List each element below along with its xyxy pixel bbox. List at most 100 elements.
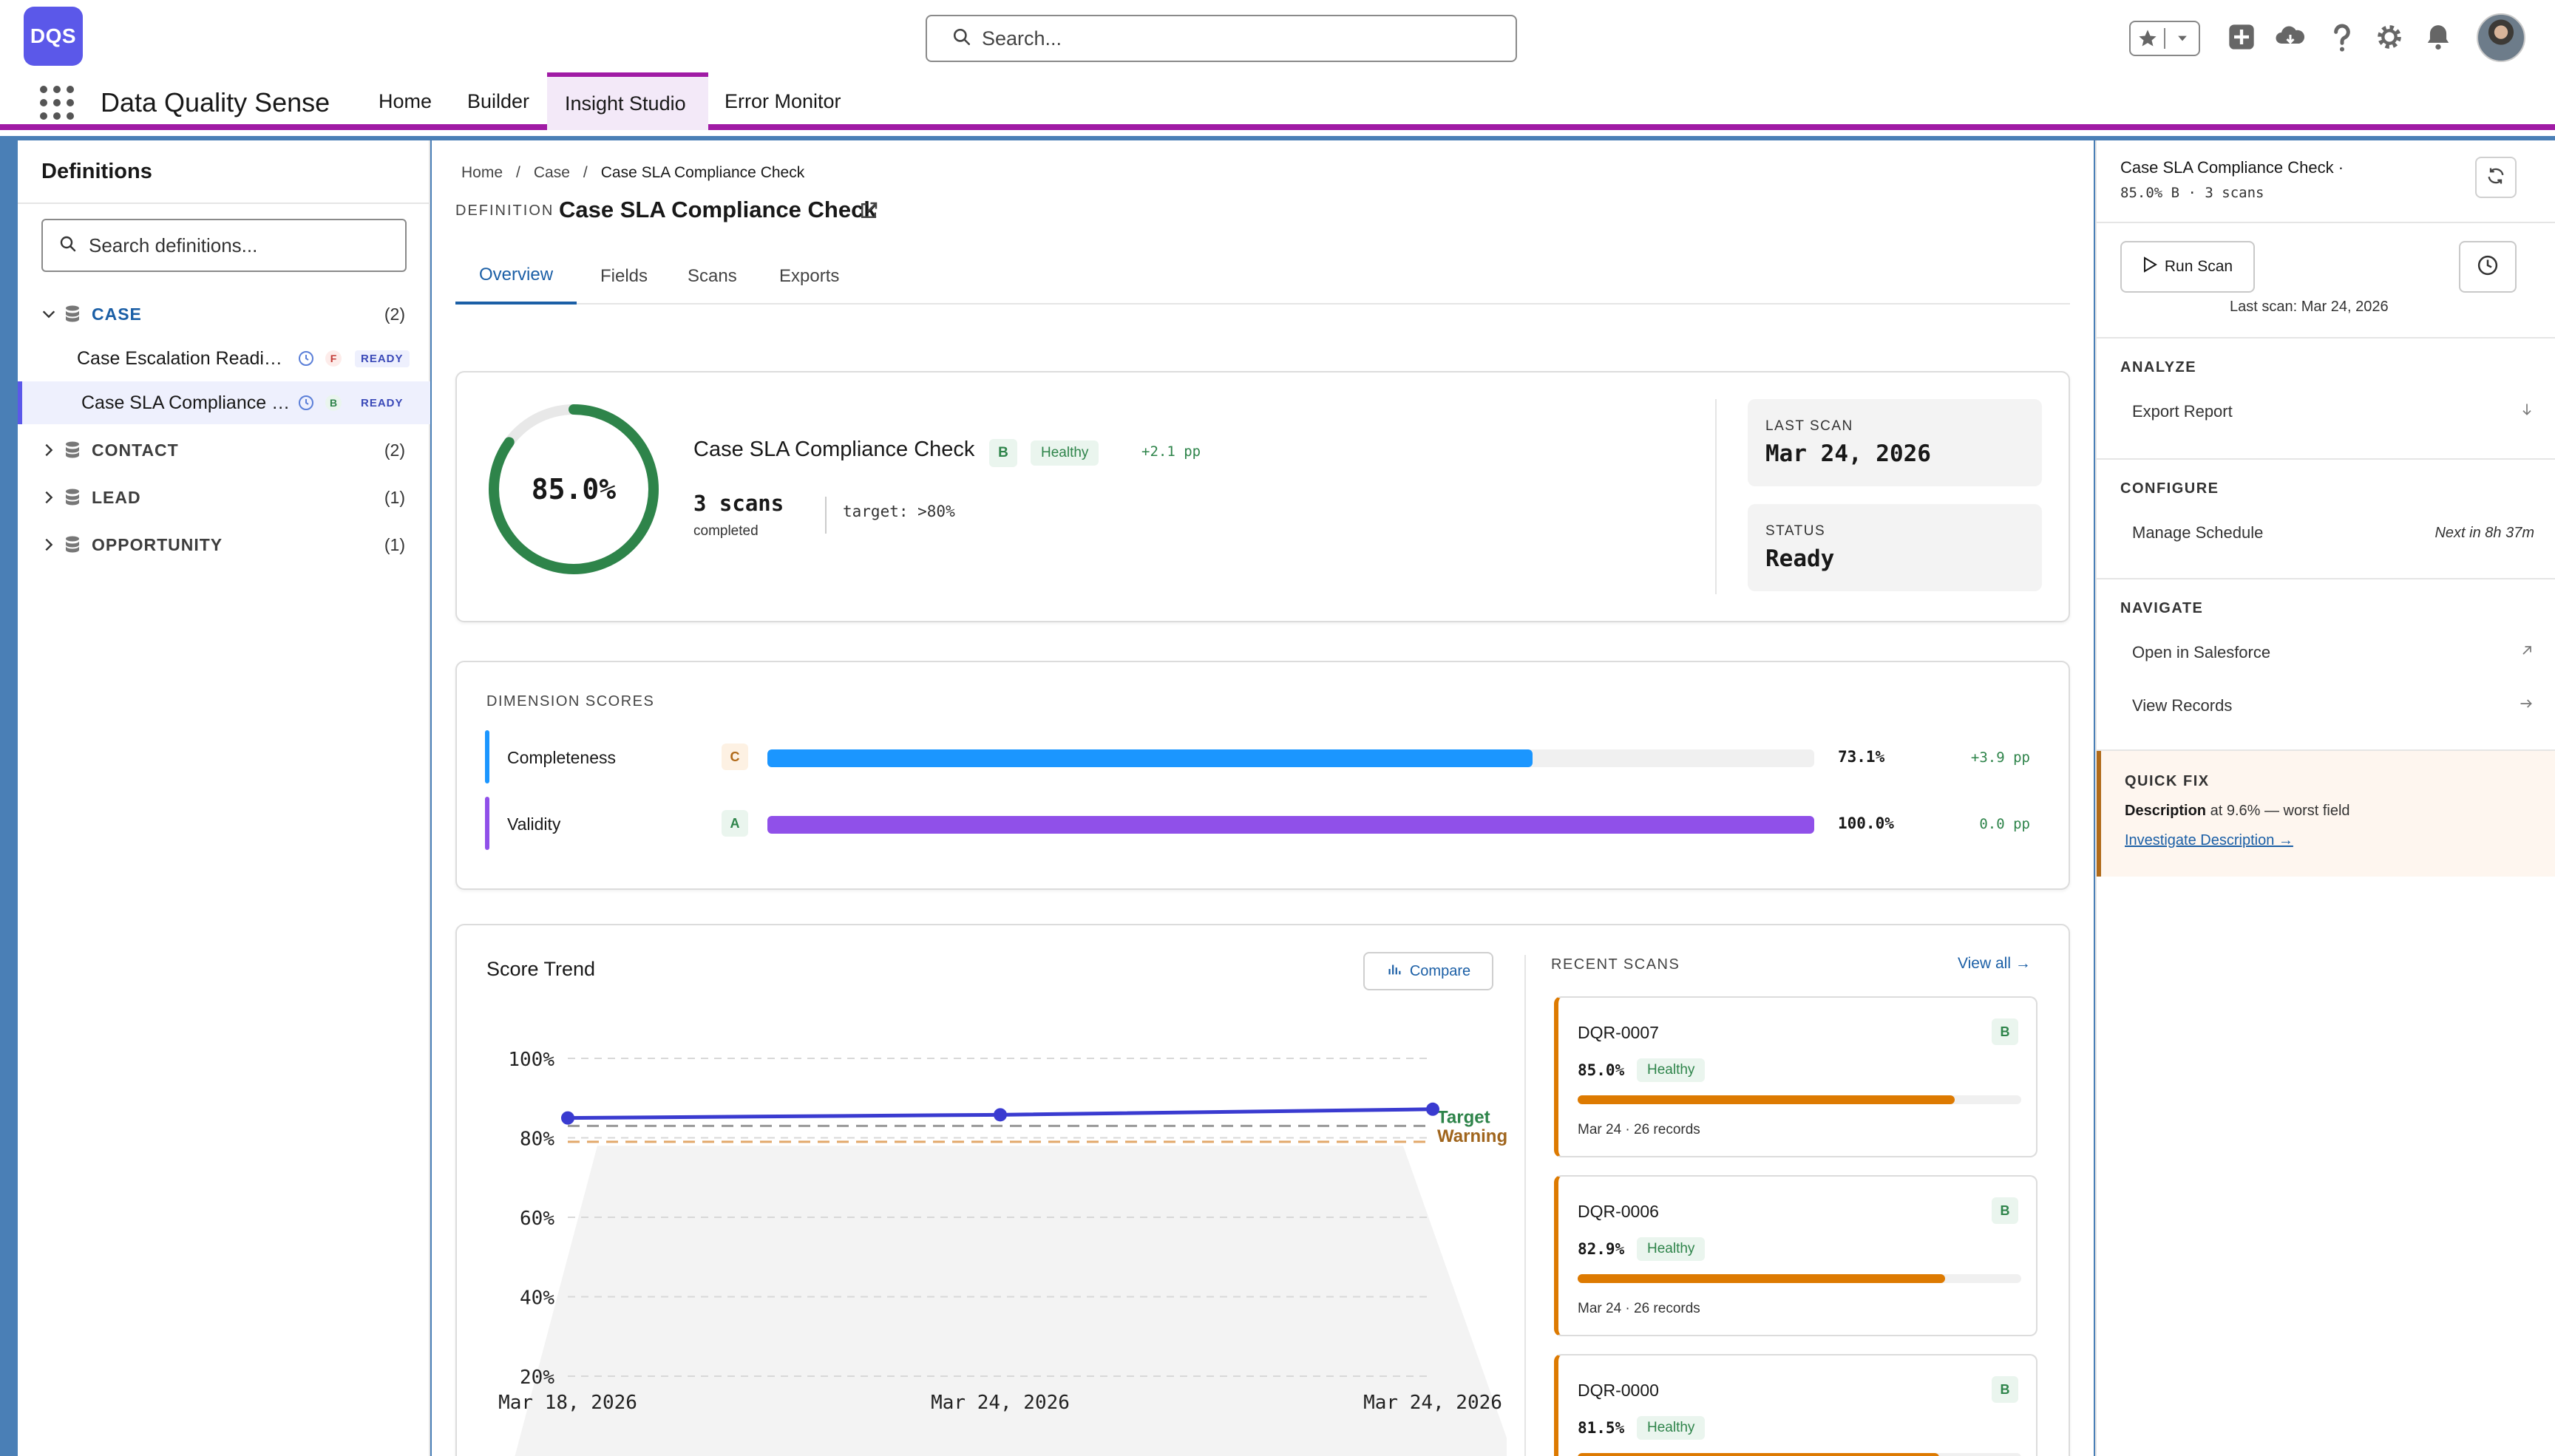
last-scan-label: LAST SCAN — [1765, 418, 1853, 434]
analyze-title: ANALYZE — [2120, 359, 2197, 375]
search-placeholder: Search... — [982, 27, 1062, 50]
app-logo[interactable]: DQS — [24, 7, 83, 66]
target-text: target: >80% — [843, 503, 955, 520]
arrow-down-icon — [2520, 402, 2534, 421]
nav-tab-builder[interactable]: Builder — [467, 89, 530, 112]
tree-group-label: OPPORTUNITY — [92, 534, 223, 554]
view-all-link[interactable]: View all → — [1958, 955, 2031, 972]
scan-score: 81.5% — [1578, 1419, 1625, 1437]
open-salesforce-item[interactable]: Open in Salesforce — [2132, 643, 2534, 662]
chevron-right-icon[interactable] — [34, 489, 64, 506]
play-icon — [2142, 256, 2157, 277]
dimension-value: 73.1% — [1838, 748, 1885, 766]
gear-icon[interactable] — [2369, 16, 2410, 58]
compare-button[interactable]: Compare — [1363, 952, 1493, 990]
global-search-input[interactable]: Search... — [926, 15, 1517, 62]
scan-score: 85.0% — [1578, 1061, 1625, 1079]
main-content: Home / Case / Case SLA Compliance Check … — [432, 140, 2094, 1456]
quick-fix-field: Description — [2125, 803, 2207, 819]
grade-badge: B — [1992, 1197, 2018, 1224]
status-value: Ready — [1765, 545, 1835, 572]
x-tick-label: Mar 24, 2026 — [931, 1392, 1070, 1414]
breadcrumb-case[interactable]: Case — [533, 164, 570, 181]
next-run-text: Next in 8h 37m — [2434, 524, 2534, 541]
divider — [1715, 399, 1717, 594]
manage-schedule-item[interactable]: Manage Schedule Next in 8h 37m — [2132, 523, 2534, 542]
y-tick-label: 100% — [508, 1049, 554, 1071]
nav-tab-home[interactable]: Home — [379, 89, 432, 112]
scan-card[interactable]: DQR-0006 B 82.9% Healthy Mar 24 · 26 rec… — [1554, 1175, 2037, 1336]
nav-tab-error-monitor[interactable]: Error Monitor — [725, 89, 841, 112]
definition-label: DEFINITION — [455, 203, 554, 219]
favorites-group[interactable] — [2129, 21, 2200, 56]
scan-card[interactable]: DQR-0007 B 85.0% Healthy Mar 24 · 26 rec… — [1554, 996, 2037, 1157]
dimension-row-validity[interactable]: Validity A 100.0% 0.0 pp — [485, 797, 2052, 850]
clock-icon — [297, 394, 315, 412]
scan-count: 3 scans — [693, 491, 784, 516]
divider — [2097, 337, 2555, 339]
dimension-scores-title: DIMENSION SCORES — [486, 693, 655, 710]
grade-badge: B — [989, 439, 1017, 467]
tree-group-case[interactable]: CASE (2) — [18, 296, 430, 333]
scan-bar-fill — [1578, 1453, 1939, 1456]
y-tick-label: 20% — [520, 1367, 554, 1389]
search-icon — [952, 27, 971, 50]
breadcrumb-home[interactable]: Home — [461, 164, 503, 181]
export-report-item[interactable]: Export Report — [2132, 402, 2534, 421]
schedule-button[interactable] — [2459, 241, 2517, 293]
database-icon — [64, 488, 81, 507]
scan-id: DQR-0000 — [1578, 1381, 1659, 1400]
data-point — [994, 1108, 1007, 1122]
dimension-bar-track — [767, 816, 1814, 834]
tree-group-lead[interactable]: LEAD (1) — [18, 479, 430, 516]
definitions-search-input[interactable]: Search definitions... — [41, 219, 407, 272]
divider — [2097, 458, 2555, 460]
chevron-right-icon[interactable] — [34, 537, 64, 553]
add-icon[interactable] — [2221, 16, 2262, 58]
search-icon — [59, 235, 77, 256]
tree-item-case-sla[interactable]: Case SLA Compliance Check B READY — [18, 381, 430, 424]
score-ring — [489, 404, 659, 574]
breadcrumb-separator: / — [516, 164, 520, 181]
dimension-accent — [485, 730, 489, 783]
x-tick-label: Mar 24, 2026 — [1363, 1392, 1502, 1414]
tree-group-contact[interactable]: CONTACT (2) — [18, 432, 430, 469]
dimension-accent — [485, 797, 489, 850]
view-records-label: View Records — [2132, 696, 2233, 715]
chevron-right-icon[interactable] — [34, 442, 64, 458]
tree-group-count: (1) — [384, 487, 405, 507]
open-salesforce-label: Open in Salesforce — [2132, 643, 2271, 661]
dimension-delta: 0.0 pp — [1979, 816, 2030, 832]
tab-scans[interactable]: Scans — [688, 266, 737, 286]
arrow-up-right-icon — [2520, 643, 2534, 662]
cloud-icon[interactable] — [2270, 16, 2311, 58]
run-scan-button[interactable]: Run Scan — [2120, 241, 2255, 293]
scan-bar-track — [1578, 1274, 2021, 1283]
tab-exports[interactable]: Exports — [779, 266, 840, 286]
view-records-item[interactable]: View Records — [2132, 696, 2534, 715]
star-icon[interactable] — [2131, 28, 2165, 49]
database-icon — [64, 440, 81, 460]
scan-card[interactable]: DQR-0000 B 81.5% Healthy — [1554, 1354, 2037, 1456]
chevron-down-icon[interactable] — [34, 306, 64, 322]
tree-item-case-escalation[interactable]: Case Escalation Readiness F READY — [18, 337, 430, 380]
scan-score: 82.9% — [1578, 1240, 1625, 1258]
investigate-link[interactable]: Investigate Description → — [2125, 832, 2293, 848]
user-avatar[interactable] — [2477, 13, 2525, 62]
dimension-bar-fill — [767, 749, 1533, 767]
app-launcher-icon[interactable] — [40, 86, 75, 121]
help-icon[interactable] — [2321, 16, 2363, 58]
divider — [1524, 955, 1526, 1456]
external-link-icon[interactable] — [858, 200, 880, 225]
refresh-button[interactable] — [2475, 157, 2517, 198]
dimension-row-completeness[interactable]: Completeness C 73.1% +3.9 pp — [485, 730, 2052, 783]
tab-overview[interactable]: Overview — [455, 248, 577, 305]
tree-group-opportunity[interactable]: OPPORTUNITY (1) — [18, 526, 430, 563]
app-name: Data Quality Sense — [101, 87, 330, 118]
chevron-down-icon[interactable] — [2165, 31, 2199, 46]
tab-fields[interactable]: Fields — [600, 266, 648, 286]
tree-group-count: (2) — [384, 304, 405, 324]
nav-tab-insight-studio[interactable]: Insight Studio — [547, 72, 708, 130]
status-badge: Healthy — [1637, 1416, 1706, 1440]
bell-icon[interactable] — [2417, 16, 2459, 58]
